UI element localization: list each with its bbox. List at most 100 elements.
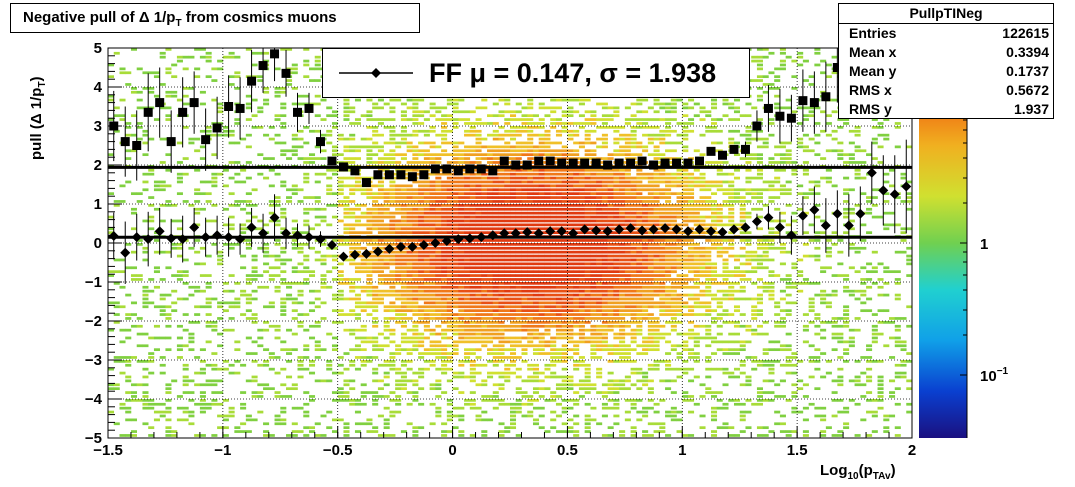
- heatmap-cell: [251, 114, 258, 118]
- heatmap-cell: [435, 340, 442, 344]
- heatmap-cell: [429, 246, 436, 250]
- heatmap-cell: [142, 367, 149, 371]
- heatmap-cell: [481, 313, 488, 316]
- heatmap-cell: [584, 305, 591, 309]
- heatmap-cell: [441, 305, 448, 309]
- heatmap-cell: [240, 227, 247, 231]
- heatmap-cell: [268, 211, 275, 215]
- heatmap-cell: [452, 387, 459, 391]
- heatmap-cell: [607, 239, 614, 242]
- heatmap-cell: [573, 285, 580, 289]
- heatmap-cell: [412, 114, 419, 118]
- heatmap-cell: [642, 379, 649, 383]
- heatmap-cell: [532, 200, 540, 203]
- heatmap-cell: [211, 297, 218, 301]
- heatmap-cell: [619, 274, 626, 277]
- heatmap-cell: [510, 168, 517, 172]
- heatmap-cell: [481, 340, 488, 344]
- heatmap-cell: [199, 129, 206, 133]
- heatmap-cell: [291, 406, 298, 410]
- heatmap-cell: [607, 270, 614, 274]
- heatmap-cell: [510, 149, 517, 153]
- heatmap-cell: [320, 243, 327, 246]
- heatmap-cell: [624, 297, 631, 301]
- heatmap-cell: [366, 360, 373, 363]
- heatmap-cell: [624, 418, 631, 422]
- heatmap-cell: [624, 309, 631, 313]
- heatmap-cell: [481, 309, 488, 313]
- heatmap-cell: [492, 188, 499, 192]
- heatmap-cell: [630, 309, 637, 313]
- heatmap-cell: [544, 367, 551, 371]
- heatmap-cell: [320, 149, 327, 153]
- heatmap-cell: [159, 219, 166, 223]
- heatmap-cell: [590, 278, 597, 281]
- heatmap-cell: [418, 211, 425, 215]
- heatmap-cell: [309, 246, 316, 250]
- heatmap-cell: [636, 122, 643, 125]
- heatmap-cell: [108, 301, 115, 305]
- heatmap-cell: [670, 110, 677, 114]
- heatmap-cell: [314, 379, 321, 383]
- heatmap-cell: [510, 305, 517, 309]
- heatmap-cell: [584, 363, 591, 367]
- heatmap-cell: [561, 274, 568, 277]
- heatmap-cell: [354, 410, 361, 414]
- heatmap-cell: [642, 383, 649, 387]
- heatmap-cell: [274, 204, 281, 207]
- heatmap-cell: [521, 149, 528, 153]
- heatmap-cell: [642, 262, 649, 266]
- heatmap-cell: [400, 332, 407, 336]
- heatmap-cell: [446, 402, 453, 406]
- heatmap-cell: [676, 250, 683, 254]
- heatmap-cell: [607, 387, 614, 391]
- heatmap-cell: [418, 207, 425, 211]
- heatmap-cell: [670, 219, 677, 223]
- heatmap-cell: [521, 122, 528, 125]
- heatmap-cell: [268, 274, 275, 277]
- heatmap-cell: [441, 434, 448, 437]
- heatmap-cell: [481, 278, 488, 281]
- heatmap-cell: [487, 309, 494, 313]
- heatmap-cell: [567, 387, 574, 391]
- heatmap-cell: [521, 274, 528, 277]
- heatmap-cell: [320, 254, 327, 258]
- heatmap-cell: [624, 231, 631, 235]
- heatmap-cell: [670, 321, 677, 324]
- heatmap-cell: [458, 118, 465, 121]
- heatmap-cell: [412, 324, 419, 328]
- heatmap-cell: [108, 118, 115, 121]
- heatmap-cell: [320, 118, 327, 121]
- heatmap-cell: [498, 282, 505, 285]
- heatmap-cell: [366, 266, 373, 270]
- heatmap-cell: [383, 317, 390, 320]
- heatmap-cell: [532, 313, 540, 316]
- heatmap-cell: [320, 98, 327, 102]
- heatmap-cell: [504, 313, 511, 316]
- heatmap-cell: [458, 262, 465, 266]
- heatmap-cell: [331, 278, 339, 281]
- heatmap-cell: [607, 328, 614, 332]
- heatmap-cell: [538, 172, 545, 176]
- heatmap-cell: [538, 200, 545, 203]
- heatmap-cell: [665, 332, 672, 336]
- heatmap-cell: [670, 301, 677, 305]
- heatmap-cell: [601, 391, 608, 394]
- heatmap-cell: [435, 254, 442, 258]
- heatmap-cell: [354, 422, 361, 426]
- heatmap-cell: [354, 246, 361, 250]
- heatmap-cell: [532, 324, 540, 328]
- heatmap-cell: [412, 344, 419, 348]
- heatmap-cell: [188, 87, 195, 90]
- heatmap-cell: [148, 215, 155, 219]
- heatmap-cell: [234, 180, 241, 184]
- heatmap-cell: [372, 211, 379, 215]
- heatmap-cell: [412, 383, 419, 387]
- heatmap-cell: [188, 141, 195, 145]
- heatmap-cell: [590, 418, 597, 422]
- heatmap-cell: [418, 180, 425, 184]
- heatmap-cell: [544, 149, 551, 153]
- heatmap-cell: [636, 270, 643, 274]
- heatmap-cell: [573, 313, 580, 316]
- heatmap-cell: [113, 282, 120, 285]
